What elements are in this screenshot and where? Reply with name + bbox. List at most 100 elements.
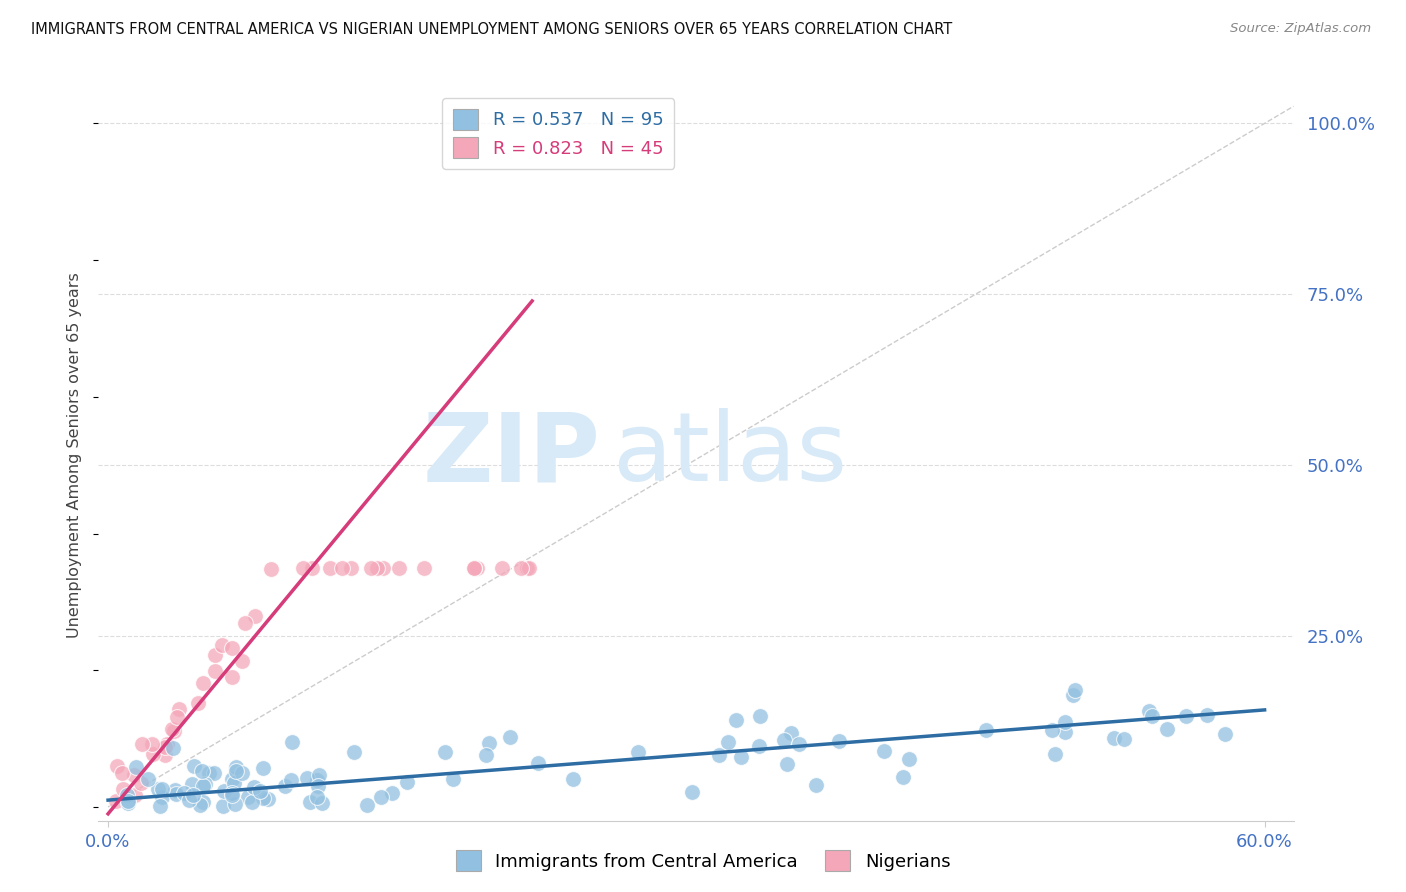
Point [340, 560, 363, 574]
Point [330, 560, 353, 574]
Point [188, 797, 211, 812]
Point [194, 777, 217, 791]
Point [257, 792, 280, 806]
Point [370, 790, 392, 805]
Point [142, 747, 165, 762]
Point [1156, 722, 1178, 736]
Point [463, 560, 485, 574]
Point [105, 758, 128, 772]
Point [498, 730, 520, 744]
Point [221, 786, 243, 800]
Point [1053, 714, 1076, 729]
Point [343, 745, 366, 759]
Point [976, 723, 998, 737]
Point [156, 737, 179, 751]
Point [1197, 707, 1219, 722]
Point [1045, 747, 1067, 761]
Point [153, 747, 176, 762]
Point [627, 745, 650, 759]
Point [395, 774, 418, 789]
Point [748, 709, 770, 723]
Point [893, 770, 915, 784]
Point [155, 740, 177, 755]
Point [236, 790, 259, 805]
Point [298, 795, 321, 809]
Point [117, 794, 139, 808]
Point [183, 759, 205, 773]
Point [260, 562, 283, 576]
Point [211, 638, 233, 652]
Point [111, 766, 134, 780]
Point [122, 768, 145, 782]
Point [804, 778, 827, 792]
Point [148, 781, 170, 796]
Point [249, 784, 271, 798]
Point [124, 788, 146, 802]
Point [231, 654, 253, 668]
Point [224, 797, 246, 812]
Text: IMMIGRANTS FROM CENTRAL AMERICA VS NIGERIAN UNEMPLOYMENT AMONG SENIORS OVER 65 Y: IMMIGRANTS FROM CENTRAL AMERICA VS NIGER… [31, 22, 952, 37]
Point [252, 760, 274, 774]
Point [748, 739, 770, 753]
Point [225, 760, 247, 774]
Point [225, 764, 247, 778]
Point [211, 799, 233, 814]
Point [117, 796, 139, 810]
Point [181, 788, 204, 802]
Point [173, 786, 195, 800]
Point [307, 780, 329, 794]
Point [828, 734, 851, 748]
Point [717, 735, 740, 749]
Point [141, 737, 163, 751]
Point [356, 797, 378, 812]
Point [709, 748, 731, 763]
Point [281, 735, 304, 749]
Point [165, 782, 187, 797]
Point [197, 766, 219, 780]
Point [1213, 727, 1236, 741]
Y-axis label: Unemployment Among Seniors over 65 years: Unemployment Among Seniors over 65 years [67, 272, 83, 638]
Point [307, 790, 329, 805]
Point [388, 560, 411, 574]
Point [1140, 709, 1163, 723]
Point [111, 781, 134, 796]
Point [381, 786, 404, 800]
Point [131, 776, 153, 790]
Point [681, 785, 703, 799]
Point [167, 702, 190, 716]
Text: ZIP: ZIP [422, 409, 600, 501]
Point [193, 779, 215, 793]
Point [204, 664, 226, 678]
Point [243, 780, 266, 794]
Text: Source: ZipAtlas.com: Source: ZipAtlas.com [1230, 22, 1371, 36]
Point [515, 560, 537, 574]
Point [776, 756, 799, 771]
Point [150, 782, 173, 797]
Point [233, 616, 256, 631]
Point [125, 760, 148, 774]
Point [295, 772, 318, 786]
Point [245, 608, 267, 623]
Point [724, 713, 747, 727]
Point [773, 732, 796, 747]
Point [136, 772, 159, 787]
Point [527, 756, 550, 771]
Point [149, 798, 172, 813]
Point [152, 789, 174, 804]
Point [305, 773, 328, 788]
Point [292, 560, 315, 574]
Point [434, 746, 457, 760]
Point [231, 765, 253, 780]
Point [202, 765, 225, 780]
Point [366, 560, 388, 574]
Point [780, 726, 803, 740]
Point [311, 797, 333, 811]
Point [1064, 683, 1087, 698]
Point [1040, 723, 1063, 738]
Point [562, 772, 585, 787]
Legend: Immigrants from Central America, Nigerians: Immigrants from Central America, Nigeria… [449, 843, 957, 879]
Point [181, 777, 204, 791]
Point [221, 670, 243, 684]
Point [441, 772, 464, 786]
Point [221, 789, 243, 803]
